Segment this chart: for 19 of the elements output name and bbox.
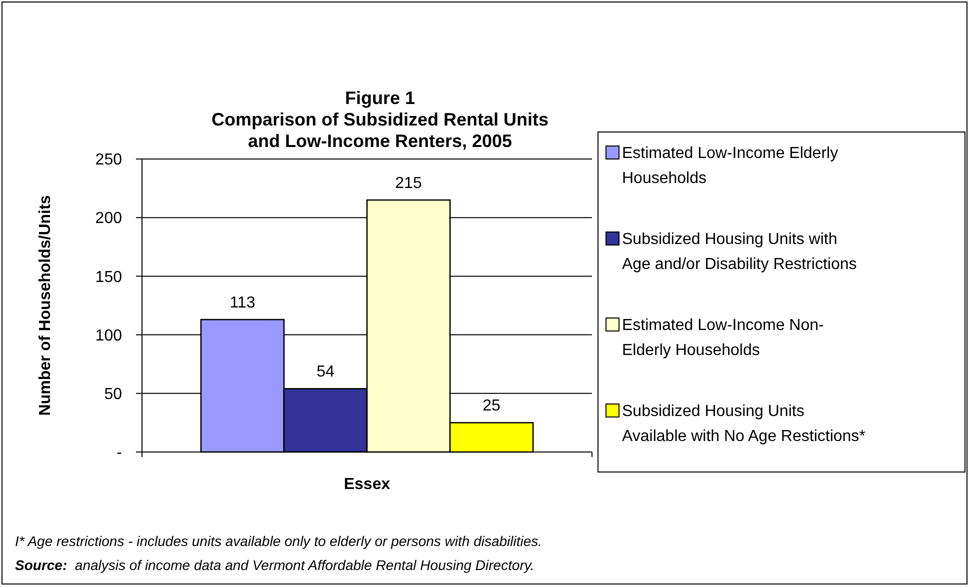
chart-title: Figure 1 Comparison of Subsidized Rental Units and Low-Income Renters, 2005 (211, 88, 549, 151)
data-label: 113 (230, 294, 256, 312)
source-note: Source: analysis of income data and Vermont Affordable Rental Housing Directory. (15, 557, 534, 573)
data-label: 215 (395, 175, 422, 192)
data-label: 54 (316, 364, 334, 381)
y-tick-label: - (116, 444, 122, 462)
x-axis-title: Essex (344, 476, 390, 493)
legend-label: Estimated Low-Income Non- Elderly Households (622, 317, 824, 359)
legend-label: Subsidized Housing Units Available with No Age Restictions* (622, 403, 866, 445)
y-tick-label: 200 (95, 210, 122, 228)
y-tick-label: 50 (104, 386, 122, 403)
text: I* Age restrictions - includes units available only to elderly or persons with disabilities. (15, 533, 542, 549)
data-label: 25 (482, 398, 501, 415)
y-tick-label: 150 (95, 268, 122, 286)
y-tick-label: 100 (95, 327, 122, 344)
legend-label: Estimated Low-Income Elderly Households (622, 145, 838, 187)
y-axis-title: Number of Households/Units (37, 195, 54, 416)
y-tick-label: 250 (95, 152, 122, 169)
legend-label: Subsidized Housing Units with Age and/or Disability Restrictions (622, 231, 857, 273)
